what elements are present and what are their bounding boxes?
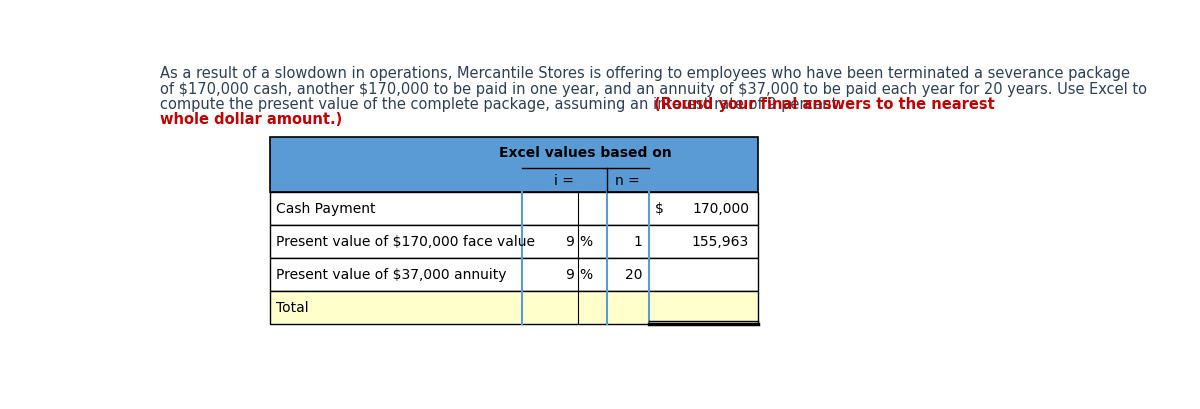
Text: Present value of $170,000 face value: Present value of $170,000 face value — [276, 235, 534, 249]
Bar — [270, 291, 758, 324]
Text: 1: 1 — [634, 235, 642, 249]
Text: Present value of $37,000 annuity: Present value of $37,000 annuity — [276, 268, 506, 282]
Text: Excel values based on: Excel values based on — [499, 146, 672, 160]
Text: i =: i = — [554, 173, 575, 187]
Text: $: $ — [655, 202, 664, 216]
Text: %: % — [580, 235, 593, 249]
Text: of $170,000 cash, another $170,000 to be paid in one year, and an annuity of $37: of $170,000 cash, another $170,000 to be… — [160, 81, 1147, 96]
Text: 170,000: 170,000 — [692, 202, 749, 216]
Bar — [270, 193, 758, 225]
Text: Total: Total — [276, 301, 308, 315]
Text: Cash Payment: Cash Payment — [276, 202, 376, 216]
Text: compute the present value of the complete package, assuming an interest rate of : compute the present value of the complet… — [160, 97, 847, 112]
Bar — [270, 137, 758, 193]
Text: As a result of a slowdown in operations, Mercantile Stores is offering to employ: As a result of a slowdown in operations,… — [160, 66, 1130, 81]
Text: %: % — [580, 268, 593, 282]
Text: (Round your final answers to the nearest: (Round your final answers to the nearest — [654, 97, 995, 112]
Text: 9: 9 — [565, 268, 574, 282]
Bar — [270, 225, 758, 258]
Bar — [270, 258, 758, 291]
Text: n =: n = — [616, 173, 640, 187]
Text: 155,963: 155,963 — [692, 235, 749, 249]
Text: 20: 20 — [625, 268, 642, 282]
Text: 9: 9 — [565, 235, 574, 249]
Text: whole dollar amount.): whole dollar amount.) — [160, 112, 342, 127]
